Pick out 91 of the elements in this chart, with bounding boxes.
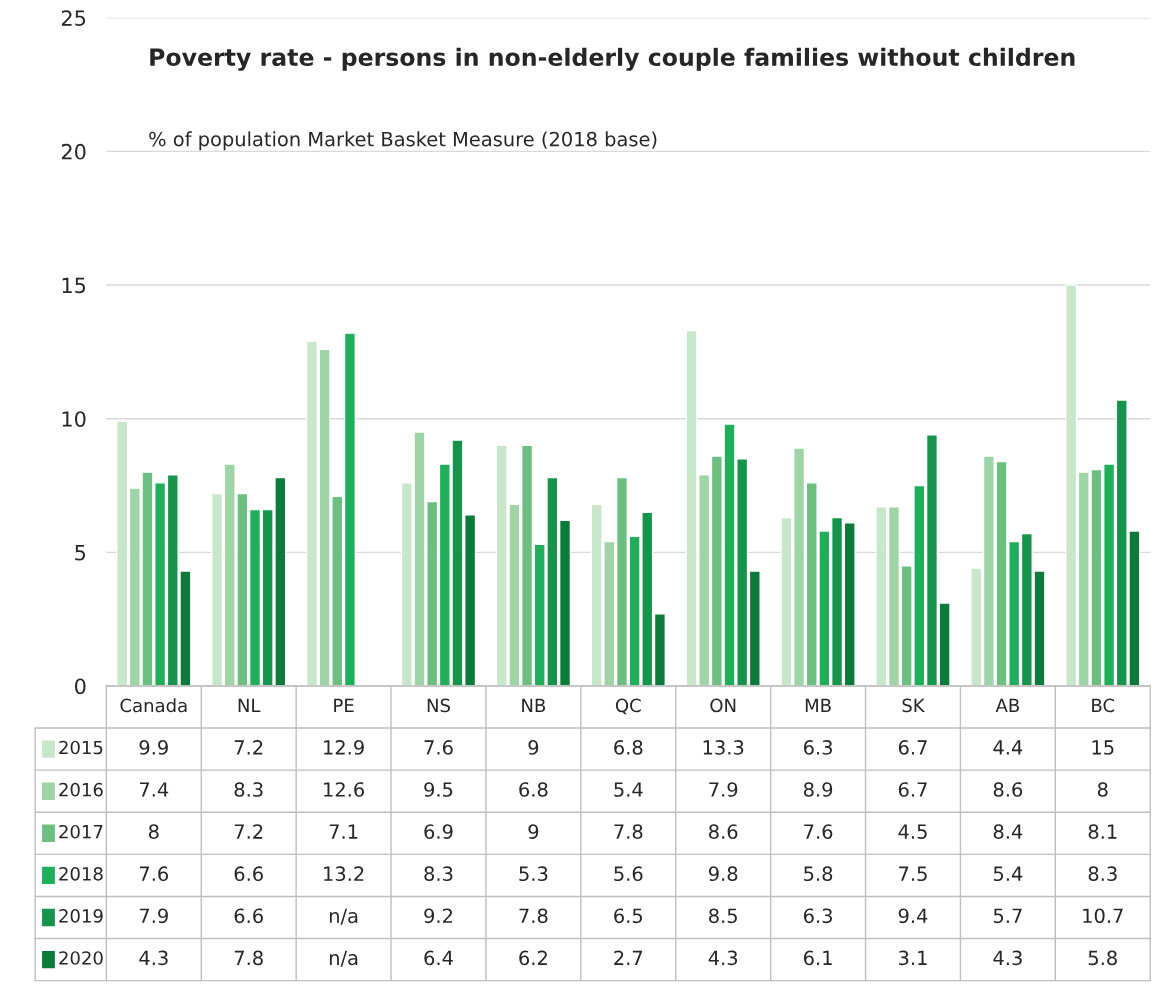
x-tick-label: MB: [805, 698, 831, 712]
data-label: 6.4: [424, 950, 453, 966]
data-label: 7.2: [234, 740, 263, 755]
data-label: 7.6: [139, 866, 169, 882]
text: n/a: [329, 908, 358, 925]
data-label: 9.2: [424, 908, 453, 924]
data-label: 3.1: [899, 950, 927, 966]
data-label: 5.4: [614, 782, 643, 797]
data-label: 8.3: [234, 782, 263, 797]
text: Poverty rate - persons in non-elderly couple families without children: [150, 47, 1075, 71]
data-label: 4.3: [708, 950, 738, 966]
data-label: 5.3: [519, 866, 548, 882]
data-label: 5.8: [804, 866, 833, 882]
legend-label: 2017: [59, 824, 103, 839]
data-label: 9.5: [424, 782, 453, 797]
x-tick-label: NS: [427, 698, 450, 713]
data-label: 9.9: [139, 740, 168, 755]
data-label: 7.8: [614, 824, 643, 839]
data-label: 7.6: [424, 740, 453, 755]
data-label: 12.6: [324, 782, 365, 797]
data-label: 7.8: [519, 908, 548, 924]
data-label: 7.9: [709, 782, 738, 797]
data-label: 9.8: [708, 866, 738, 882]
y-tick-label: 10: [62, 411, 86, 427]
data-label: 8.4: [993, 824, 1023, 839]
legend-label: 2020: [59, 951, 103, 965]
data-label: 4.5: [898, 824, 927, 839]
data-label: 4.3: [139, 950, 168, 966]
data-label: 8: [1097, 782, 1108, 797]
data-label: 9: [528, 824, 539, 839]
y-tick-label: 0: [75, 678, 86, 695]
data-label: 8.3: [1088, 866, 1117, 882]
x-tick-label: QC: [615, 698, 641, 715]
data-label: 7.5: [899, 866, 927, 882]
data-label: 5.6: [614, 866, 643, 882]
data-label: 13.2: [324, 866, 364, 882]
y-tick-label: 5: [75, 545, 86, 561]
data-label: 15: [1092, 740, 1114, 755]
y-tick-label: 25: [61, 10, 86, 26]
y-tick-label: 20: [61, 143, 86, 160]
data-label: 6.8: [519, 782, 548, 797]
x-tick-label: NB: [522, 698, 546, 712]
data-label: 5.7: [993, 908, 1022, 924]
y-tick-label: 15: [62, 277, 86, 294]
x-tick-label: BC: [1092, 698, 1115, 713]
x-tick-label: NL: [238, 698, 261, 712]
data-label: 6.3: [803, 740, 832, 755]
legend-label: 2015: [59, 740, 103, 755]
data-label: 6.9: [424, 824, 453, 839]
x-tick-label: PE: [334, 698, 354, 712]
data-label: 7.9: [139, 908, 168, 924]
x-tick-label: Canada: [120, 698, 187, 713]
data-label: 6.5: [614, 908, 643, 924]
data-label: 2.7: [614, 950, 643, 965]
x-tick-label: ON: [710, 698, 736, 713]
x-tick-label: SK: [902, 698, 926, 713]
data-label: 8.1: [1088, 824, 1117, 839]
data-label: 8.6: [709, 824, 738, 839]
data-label: 6.7: [898, 782, 927, 797]
data-label: 8.5: [709, 908, 737, 924]
data-label: 8: [148, 824, 159, 839]
data-label: 6.2: [519, 950, 547, 966]
text: n/a: [329, 950, 358, 967]
text: % of population Market Basket Measure (2018 base): [149, 131, 657, 151]
data-label: 9.4: [898, 908, 928, 924]
data-label: 7.8: [234, 950, 263, 966]
data-label: 6.8: [614, 740, 643, 755]
data-label: 9: [528, 740, 539, 755]
legend-label: 2016: [59, 782, 103, 797]
data-label: 4.3: [993, 950, 1022, 966]
data-label: 7.4: [139, 782, 169, 797]
data-label: 13.3: [703, 740, 744, 755]
data-label: 5.8: [1088, 950, 1117, 966]
data-label: 6.6: [234, 866, 263, 882]
data-label: 8.3: [424, 866, 453, 882]
data-label: 5.4: [993, 866, 1023, 882]
data-label: 7.1: [329, 824, 358, 839]
data-label: 6.3: [803, 908, 832, 924]
data-label: 10.7: [1083, 908, 1123, 924]
legend-label: 2018: [59, 866, 103, 881]
legend-label: 2019: [59, 909, 103, 923]
data-label: 4.4: [993, 740, 1023, 755]
data-label: 12.9: [324, 740, 364, 755]
data-label: 8.9: [803, 782, 833, 797]
data-label: 7.2: [234, 824, 263, 839]
data-label: 6.7: [898, 740, 927, 755]
x-tick-label: AB: [995, 698, 1019, 712]
data-label: 6.1: [803, 950, 832, 966]
data-label: 6.6: [234, 908, 263, 924]
data-label: 8.6: [993, 782, 1023, 797]
data-label: 7.6: [804, 824, 833, 839]
